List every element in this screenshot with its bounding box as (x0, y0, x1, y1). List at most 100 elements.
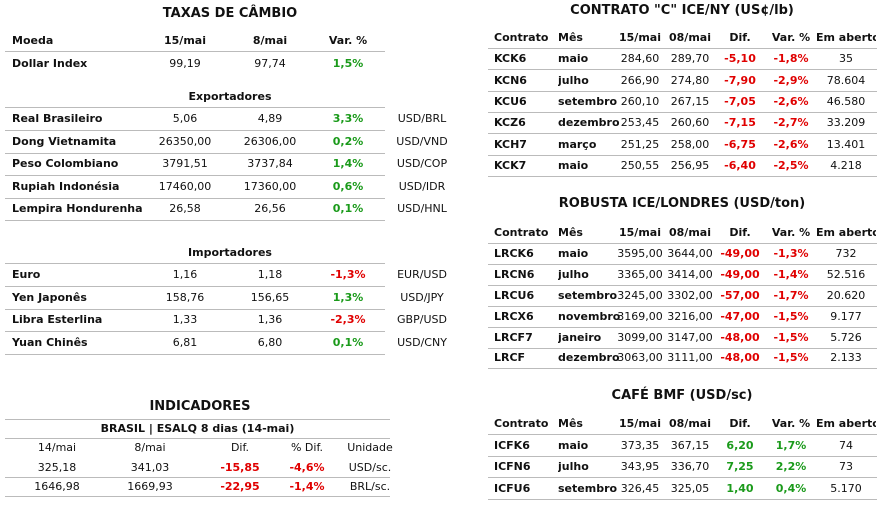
cell: KCK7 (494, 158, 527, 172)
section-title: ROBUSTA ICE/LONDRES (USD/ton) (558, 196, 806, 211)
cell: -1,8% (773, 52, 809, 66)
cell: Dif. (230, 441, 250, 454)
cell: USD/CNY (397, 335, 447, 349)
cell: 1,40 (726, 481, 754, 495)
cell: dezembro (558, 116, 620, 130)
cell: Real Brasileiro (12, 112, 103, 125)
group-title: Importadores (188, 246, 272, 259)
cell: 52.516 (826, 267, 866, 281)
cell: 3365,00 (617, 267, 663, 281)
row-line (5, 130, 385, 131)
cell: 343,95 (620, 460, 660, 473)
header-cell: 15/mai (619, 31, 661, 44)
cell: julho (558, 73, 589, 87)
cell: -1,3% (773, 246, 809, 260)
cell: 1,18 (257, 268, 283, 281)
cell: maio (558, 438, 589, 452)
header-cell: Mês (558, 226, 583, 239)
cell: USD/HNL (397, 202, 447, 215)
row-line (5, 107, 385, 108)
cell: 14/mai (37, 441, 77, 454)
cell: Yen Japonês (12, 290, 87, 304)
cell: 1,33 (172, 313, 198, 326)
cell: 260,60 (670, 116, 710, 130)
cell: 20.620 (826, 288, 866, 302)
header-cell: Dif. (729, 417, 751, 430)
cell: 99,19 (169, 57, 201, 70)
cell: 266,90 (620, 73, 660, 87)
cell: Euro (12, 268, 41, 281)
cell: -1,7% (773, 288, 809, 302)
cell: -15,85 (220, 461, 260, 474)
row-line (488, 111, 877, 113)
cell: 9.177 (830, 309, 862, 323)
cell: 3414,00 (667, 267, 713, 281)
row-line (488, 326, 877, 328)
cell: LRCF7 (494, 330, 533, 344)
cell: 1,36 (257, 313, 283, 326)
cell: 0,6% (332, 179, 364, 193)
cell: 2.133 (830, 351, 862, 365)
section-title: TAXAS DE CÂMBIO (162, 6, 298, 21)
row-line (5, 197, 385, 199)
header-cell: Em aberto (816, 417, 876, 430)
cell: 1,4% (332, 157, 364, 170)
row-line (488, 48, 877, 49)
cell: 3147,00 (667, 330, 713, 344)
row-line (5, 477, 390, 478)
cell: -6,40 (724, 158, 756, 172)
cell: 3737,84 (247, 157, 293, 170)
cell: 26,56 (254, 202, 286, 215)
cell: ICFN6 (494, 460, 531, 473)
cell: 1,16 (172, 268, 198, 281)
cell: 33.209 (826, 116, 866, 130)
cell: 367,15 (670, 438, 710, 452)
header-cell: Contrato (494, 31, 549, 44)
cell: 17460,00 (158, 179, 212, 193)
cell: 26306,00 (243, 134, 297, 148)
header-cell: Contrato (494, 226, 549, 239)
row-line (5, 308, 385, 310)
cell: novembro (558, 309, 620, 323)
cell: 1,5% (332, 57, 364, 70)
cell: 6,20 (726, 438, 754, 452)
header-cell: Var. % (771, 417, 811, 430)
row-line (488, 347, 877, 349)
cell: julho (558, 460, 589, 473)
cell: Libra Esterlina (12, 313, 103, 326)
cell: LRCK6 (494, 246, 534, 260)
cell: EUR/USD (397, 268, 447, 281)
cell: 1646,98 (34, 480, 80, 493)
row-line (488, 175, 877, 177)
cell: % Dif. (290, 441, 324, 454)
row-line (5, 286, 385, 287)
row-line (488, 243, 877, 244)
cell: USD/BRL (397, 112, 447, 125)
cell: 260,10 (620, 94, 660, 108)
cell: -2,6% (773, 94, 809, 108)
cell: 3063,00 (617, 351, 663, 365)
cell: 3216,00 (667, 309, 713, 323)
cell: 6,80 (257, 335, 283, 349)
cell: USD/JPY (400, 290, 444, 304)
cell: -1,3% (330, 268, 366, 281)
cell: KCU6 (494, 94, 527, 108)
cell: maio (558, 52, 589, 66)
cell: -4,6% (289, 461, 325, 474)
cell: 3169,00 (617, 309, 663, 323)
header-cell: Moeda (12, 34, 54, 47)
cell: -48,00 (720, 351, 760, 365)
header-cell: Var. % (771, 31, 811, 44)
cell: 3,3% (332, 112, 364, 125)
header-cell: Dif. (729, 226, 751, 239)
cell: 0,1% (332, 335, 364, 349)
cell: Peso Colombiano (12, 157, 119, 170)
header-cell: Em aberto (816, 31, 876, 44)
cell: 274,80 (670, 73, 710, 87)
cell: 8/mai (134, 441, 166, 454)
cell: LRCX6 (494, 309, 534, 323)
cell: 1,7% (775, 438, 807, 452)
cell: -57,00 (720, 288, 760, 302)
row-line (488, 455, 877, 457)
cell: 26,58 (169, 202, 201, 215)
